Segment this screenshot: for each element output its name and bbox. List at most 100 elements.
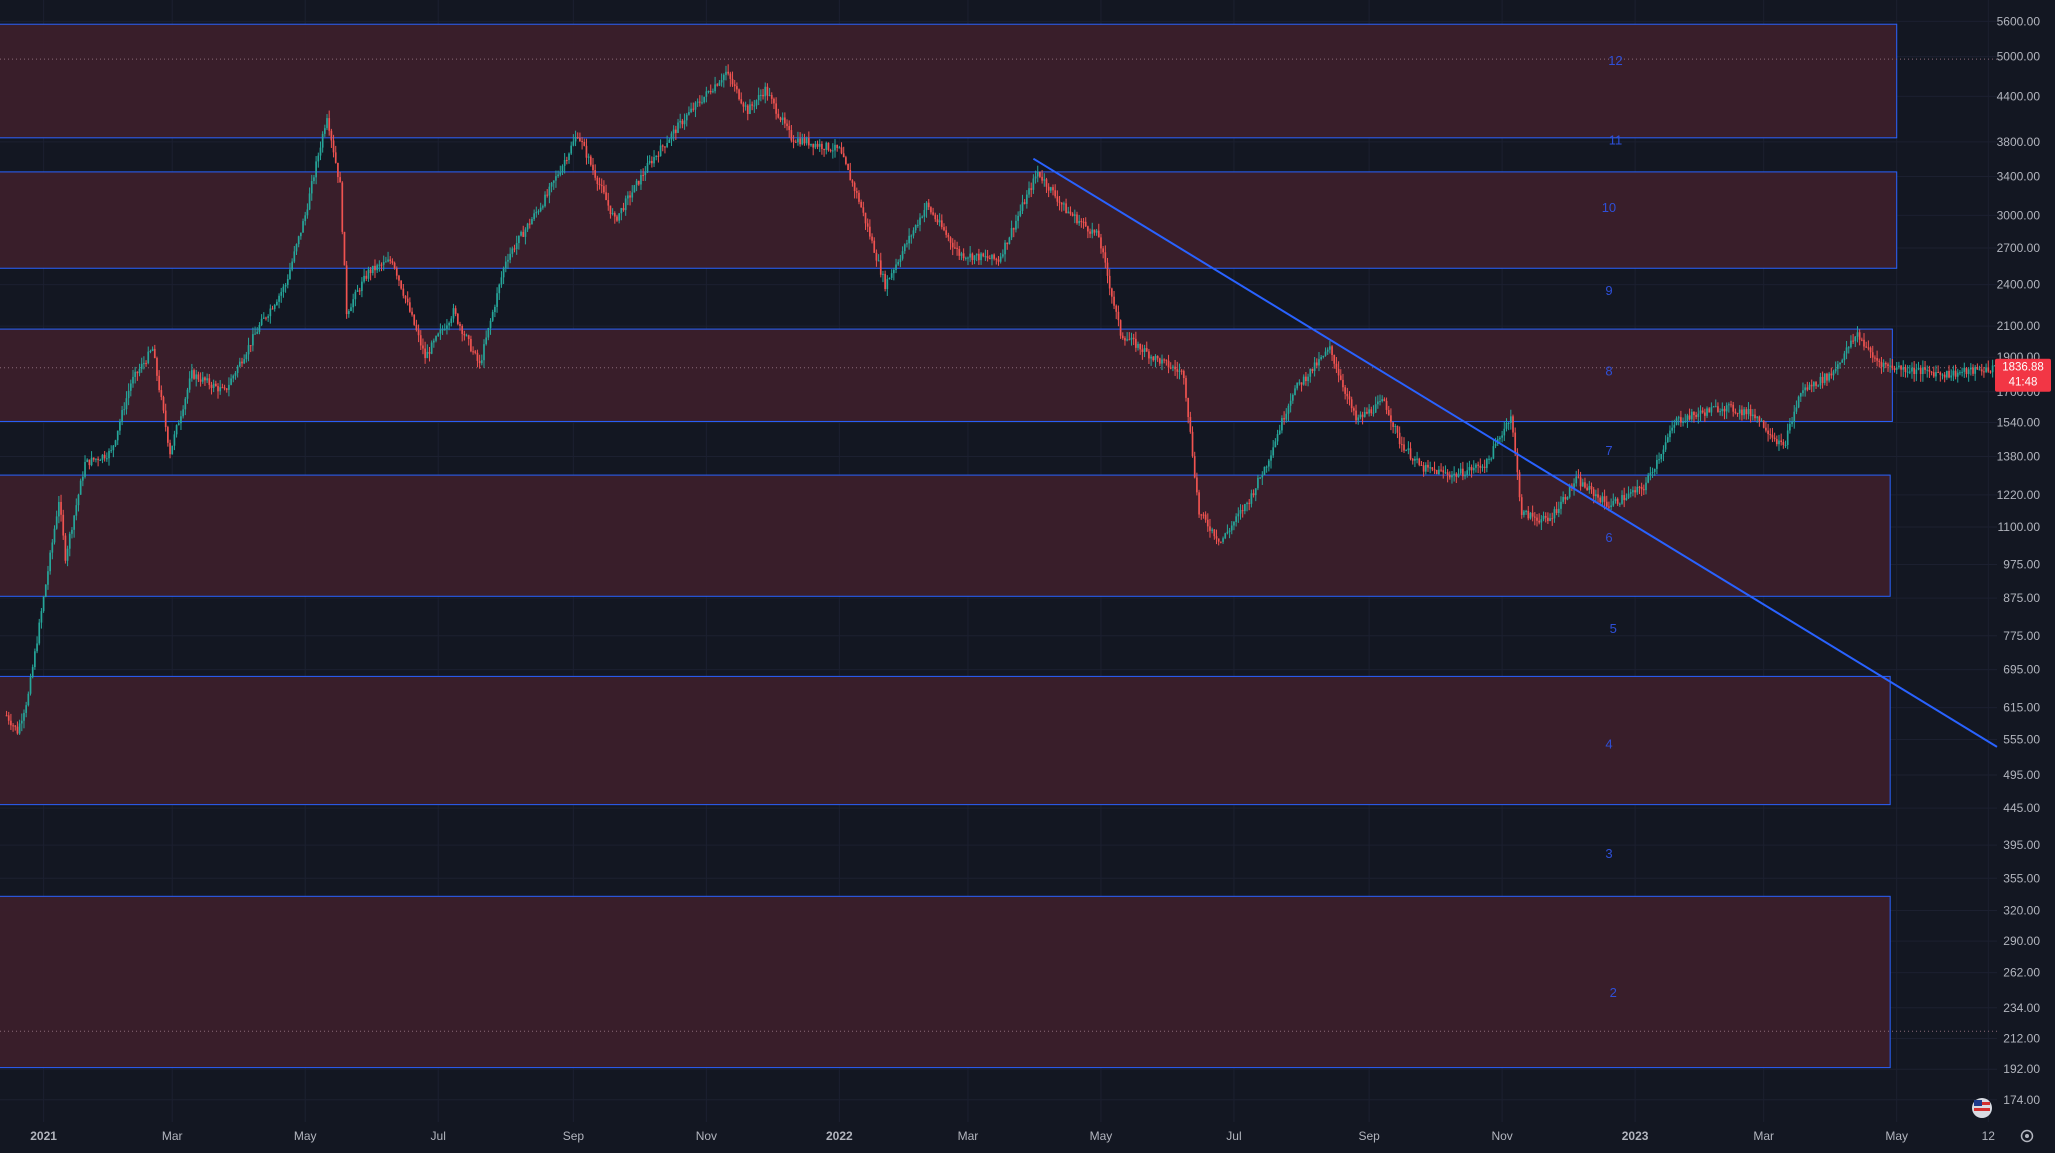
candle-body (1710, 407, 1713, 413)
candle-body (175, 425, 178, 435)
candle-body (193, 370, 195, 379)
candle-body (1230, 525, 1233, 531)
candle-body (916, 224, 919, 226)
price-tick-label: 174.00 (2003, 1093, 2040, 1107)
candle-body (99, 459, 102, 461)
candle-body (487, 328, 490, 338)
candle-body (688, 112, 690, 115)
candle-body (1642, 489, 1645, 491)
candle-body (1337, 368, 1340, 376)
candle-body (1695, 415, 1697, 417)
candle-body (485, 337, 488, 345)
candle-body (167, 427, 169, 443)
candle-body (1769, 434, 1772, 436)
candle-body (945, 230, 948, 235)
candle-body (583, 141, 586, 146)
candle-body (1307, 376, 1309, 382)
candle-body (145, 363, 147, 365)
price-tick-label: 1540.00 (1997, 415, 2041, 429)
candle-body (1516, 452, 1519, 473)
candle-body (1656, 460, 1658, 469)
candle-body (932, 212, 934, 215)
candle-body (821, 143, 823, 150)
us-flag-icon[interactable] (1972, 1098, 1992, 1118)
candle-body (1926, 369, 1929, 371)
candle-body (254, 333, 256, 335)
candle-body (1324, 351, 1327, 356)
candle-body (391, 261, 394, 263)
candle-body (5, 715, 8, 717)
candle-body (1494, 443, 1497, 447)
candle-body (603, 186, 605, 193)
candle-body (319, 147, 322, 156)
candle-body (1566, 496, 1569, 500)
candle-body (1592, 489, 1595, 497)
candle-body (1041, 176, 1043, 181)
candle-body (1004, 242, 1006, 255)
candle-body (1052, 187, 1054, 191)
candle-body (1645, 482, 1647, 491)
candle-body (1935, 371, 1937, 377)
level-label: 3 (1605, 846, 1612, 861)
candle-body (1682, 422, 1684, 424)
candle-body (262, 317, 265, 319)
price-axis[interactable]: 5600.00 5000.00 4400.00 3800.00 3400.00 3000.… (1997, 14, 2041, 1106)
candle-body (1063, 203, 1065, 205)
candle-body (18, 723, 21, 734)
candle-body (1518, 472, 1521, 498)
candle-body (1176, 369, 1179, 372)
candle-body (1254, 488, 1257, 496)
candle-body (1799, 393, 1802, 397)
candle-body (404, 295, 407, 299)
candle-body (845, 157, 847, 164)
candle-body (1906, 371, 1909, 373)
price-tick-label: 3400.00 (1997, 169, 2041, 183)
candle-body (840, 147, 843, 154)
candle-body (698, 101, 701, 103)
candle-body (1370, 409, 1373, 414)
candle-body (1830, 373, 1833, 376)
candle-body (1237, 513, 1240, 517)
candle-body (500, 277, 503, 285)
candle-body (73, 515, 75, 530)
candle-body (1843, 353, 1846, 361)
candle-body (502, 268, 505, 278)
candle-body (781, 117, 784, 121)
candle-body (1575, 476, 1578, 484)
candle-body (428, 351, 431, 354)
candle-body (385, 261, 387, 263)
candle-body (1808, 384, 1811, 390)
candle-body (271, 308, 274, 310)
candle-body (1952, 370, 1955, 376)
candle-body (1542, 515, 1545, 520)
candle-body (1741, 409, 1743, 416)
candle-body (42, 596, 45, 612)
candle-body (1527, 510, 1530, 519)
candle-body (574, 137, 577, 142)
candle-body (1961, 371, 1963, 373)
candle-body (1400, 444, 1403, 446)
candle-body (1435, 469, 1438, 475)
candle-body (1610, 505, 1612, 508)
candle-body (1581, 482, 1584, 487)
candle-body (1871, 352, 1874, 358)
candle-body (121, 410, 123, 422)
candle-body (655, 155, 658, 158)
candle-body (550, 182, 553, 187)
candle-body (1991, 365, 1994, 373)
candle-body (426, 351, 429, 359)
candle-body (853, 182, 856, 192)
candle-body (838, 147, 841, 149)
candle-body (938, 220, 941, 223)
time-axis[interactable]: 2021 Mar May Jul Sep Nov 2022 Mar May Jul Sep Nov 20… (30, 1129, 1995, 1143)
candle-body (864, 212, 867, 224)
candle-body (1453, 473, 1455, 476)
candle-body (1634, 490, 1636, 493)
last-price-tag-bg (1995, 358, 2051, 392)
candle-body (1416, 458, 1418, 460)
gear-icon[interactable] (2020, 1129, 2034, 1143)
candle-body (855, 191, 858, 193)
candle-body (504, 261, 507, 269)
